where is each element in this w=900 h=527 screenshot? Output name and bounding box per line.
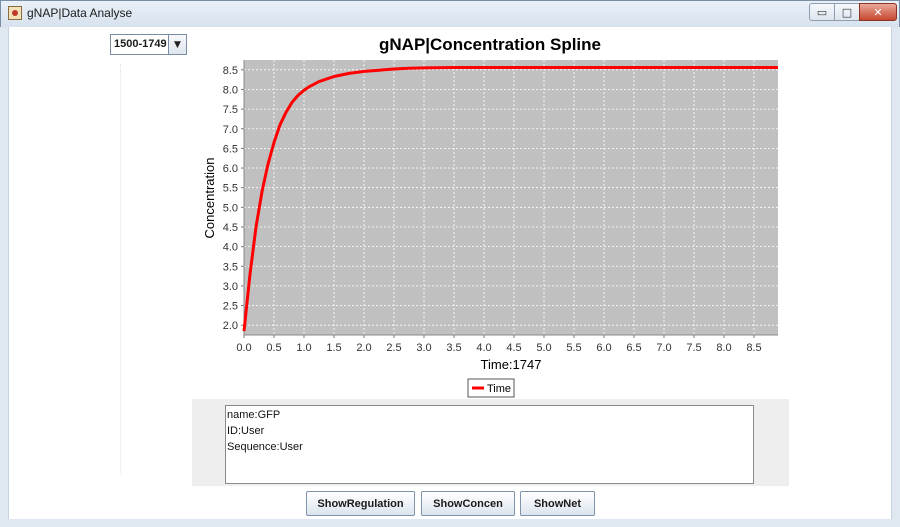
legend-box [467,378,515,398]
x-tick-label: 4.0 [476,342,491,354]
y-axis-ticks: 2.0 2.5 3.0 3.5 4.0 4.5 5.0 5.5 6.0 6.5 7.0 7.5 8.0 8… [223,65,244,332]
y-tick-label: 6.0 [223,163,238,175]
show-net-button[interactable]: ShowNet [520,491,595,516]
y-tick-label: 3.0 [223,281,238,293]
show-regulation-button[interactable]: ShowRegulation [306,491,415,516]
grid-lines [243,60,778,335]
x-tick-label: 1.0 [296,342,311,354]
title-bar[interactable]: gNAP|Data Analyse ▭ □ ✕ [1,1,899,28]
y-tick-label: 8.0 [223,84,238,96]
legend: Time [467,378,515,398]
chart-title: gNAP|Concentration Spline [379,35,601,54]
x-tick-label: 0.5 [266,342,281,354]
info-id: ID:User [227,425,265,437]
y-tick-label: 2.0 [223,320,238,332]
y-tick-label: 7.5 [223,104,238,116]
x-tick-label: 5.5 [566,342,581,354]
window-left-border [0,27,8,527]
x-tick-label: 6.0 [596,342,611,354]
x-tick-label: 3.0 [416,342,431,354]
x-tick-label: 4.5 [506,342,521,354]
window-bottom-border [0,519,900,527]
x-tick-label: 0.0 [236,342,251,354]
x-tick-label: 1.5 [326,342,341,354]
plot-area [244,60,778,335]
java-app-icon [8,6,22,20]
window-title: gNAP|Data Analyse [27,6,133,20]
range-dropdown-value: 1500-1749 [114,38,167,50]
show-concen-button[interactable]: ShowConcen [421,491,515,516]
window-right-border [891,27,900,527]
y-tick-label: 2.5 [223,301,238,313]
legend-label-time: Time [487,383,511,395]
close-button[interactable]: ✕ [859,3,897,21]
info-name: name:GFP [227,409,281,421]
y-tick-label: 5.5 [223,183,238,195]
maximize-button[interactable]: □ [834,3,860,21]
y-tick-label: 4.0 [223,242,238,254]
close-icon: ✕ [873,5,883,19]
dotted-divider [120,64,122,474]
minimize-button[interactable]: ▭ [809,3,835,21]
x-tick-label: 3.5 [446,342,461,354]
concentration-chart: gNAP|Concentration Spline 0.0 0.5 1.0 1.5 2.… [202,35,778,398]
x-tick-label: 7.0 [656,342,671,354]
maximize-icon: □ [841,5,853,19]
chevron-down-icon[interactable]: ▼ [168,35,186,54]
series-line-time [242,66,778,332]
y-tick-label: 8.5 [223,65,238,77]
x-tick-label: 8.0 [716,342,731,354]
info-textarea[interactable]: name:GFP ID:User Sequence:User [225,405,754,484]
x-tick-label: 5.0 [536,342,551,354]
x-axis-label: Time:1747 [481,357,542,372]
x-tick-label: 2.0 [356,342,371,354]
x-tick-label: 6.5 [626,342,641,354]
y-tick-label: 3.5 [223,261,238,273]
x-axis-ticks: 0.0 0.5 1.0 1.5 2.0 2.5 3.0 3.5 4.0 4.5 5.0 5.5 6.0 6… [236,335,762,354]
y-axis-label: Concentration [202,158,217,239]
x-tick-label: 7.5 [686,342,701,354]
x-tick-label: 8.5 [746,342,761,354]
y-tick-label: 7.0 [223,124,238,136]
info-sequence: Sequence:User [227,441,303,453]
y-tick-label: 5.0 [223,202,238,214]
y-tick-label: 4.5 [223,222,238,234]
range-dropdown[interactable]: 1500-1749 ▼ [110,34,187,55]
minimize-icon: ▭ [816,5,828,19]
x-tick-label: 2.5 [386,342,401,354]
y-tick-label: 6.5 [223,143,238,155]
